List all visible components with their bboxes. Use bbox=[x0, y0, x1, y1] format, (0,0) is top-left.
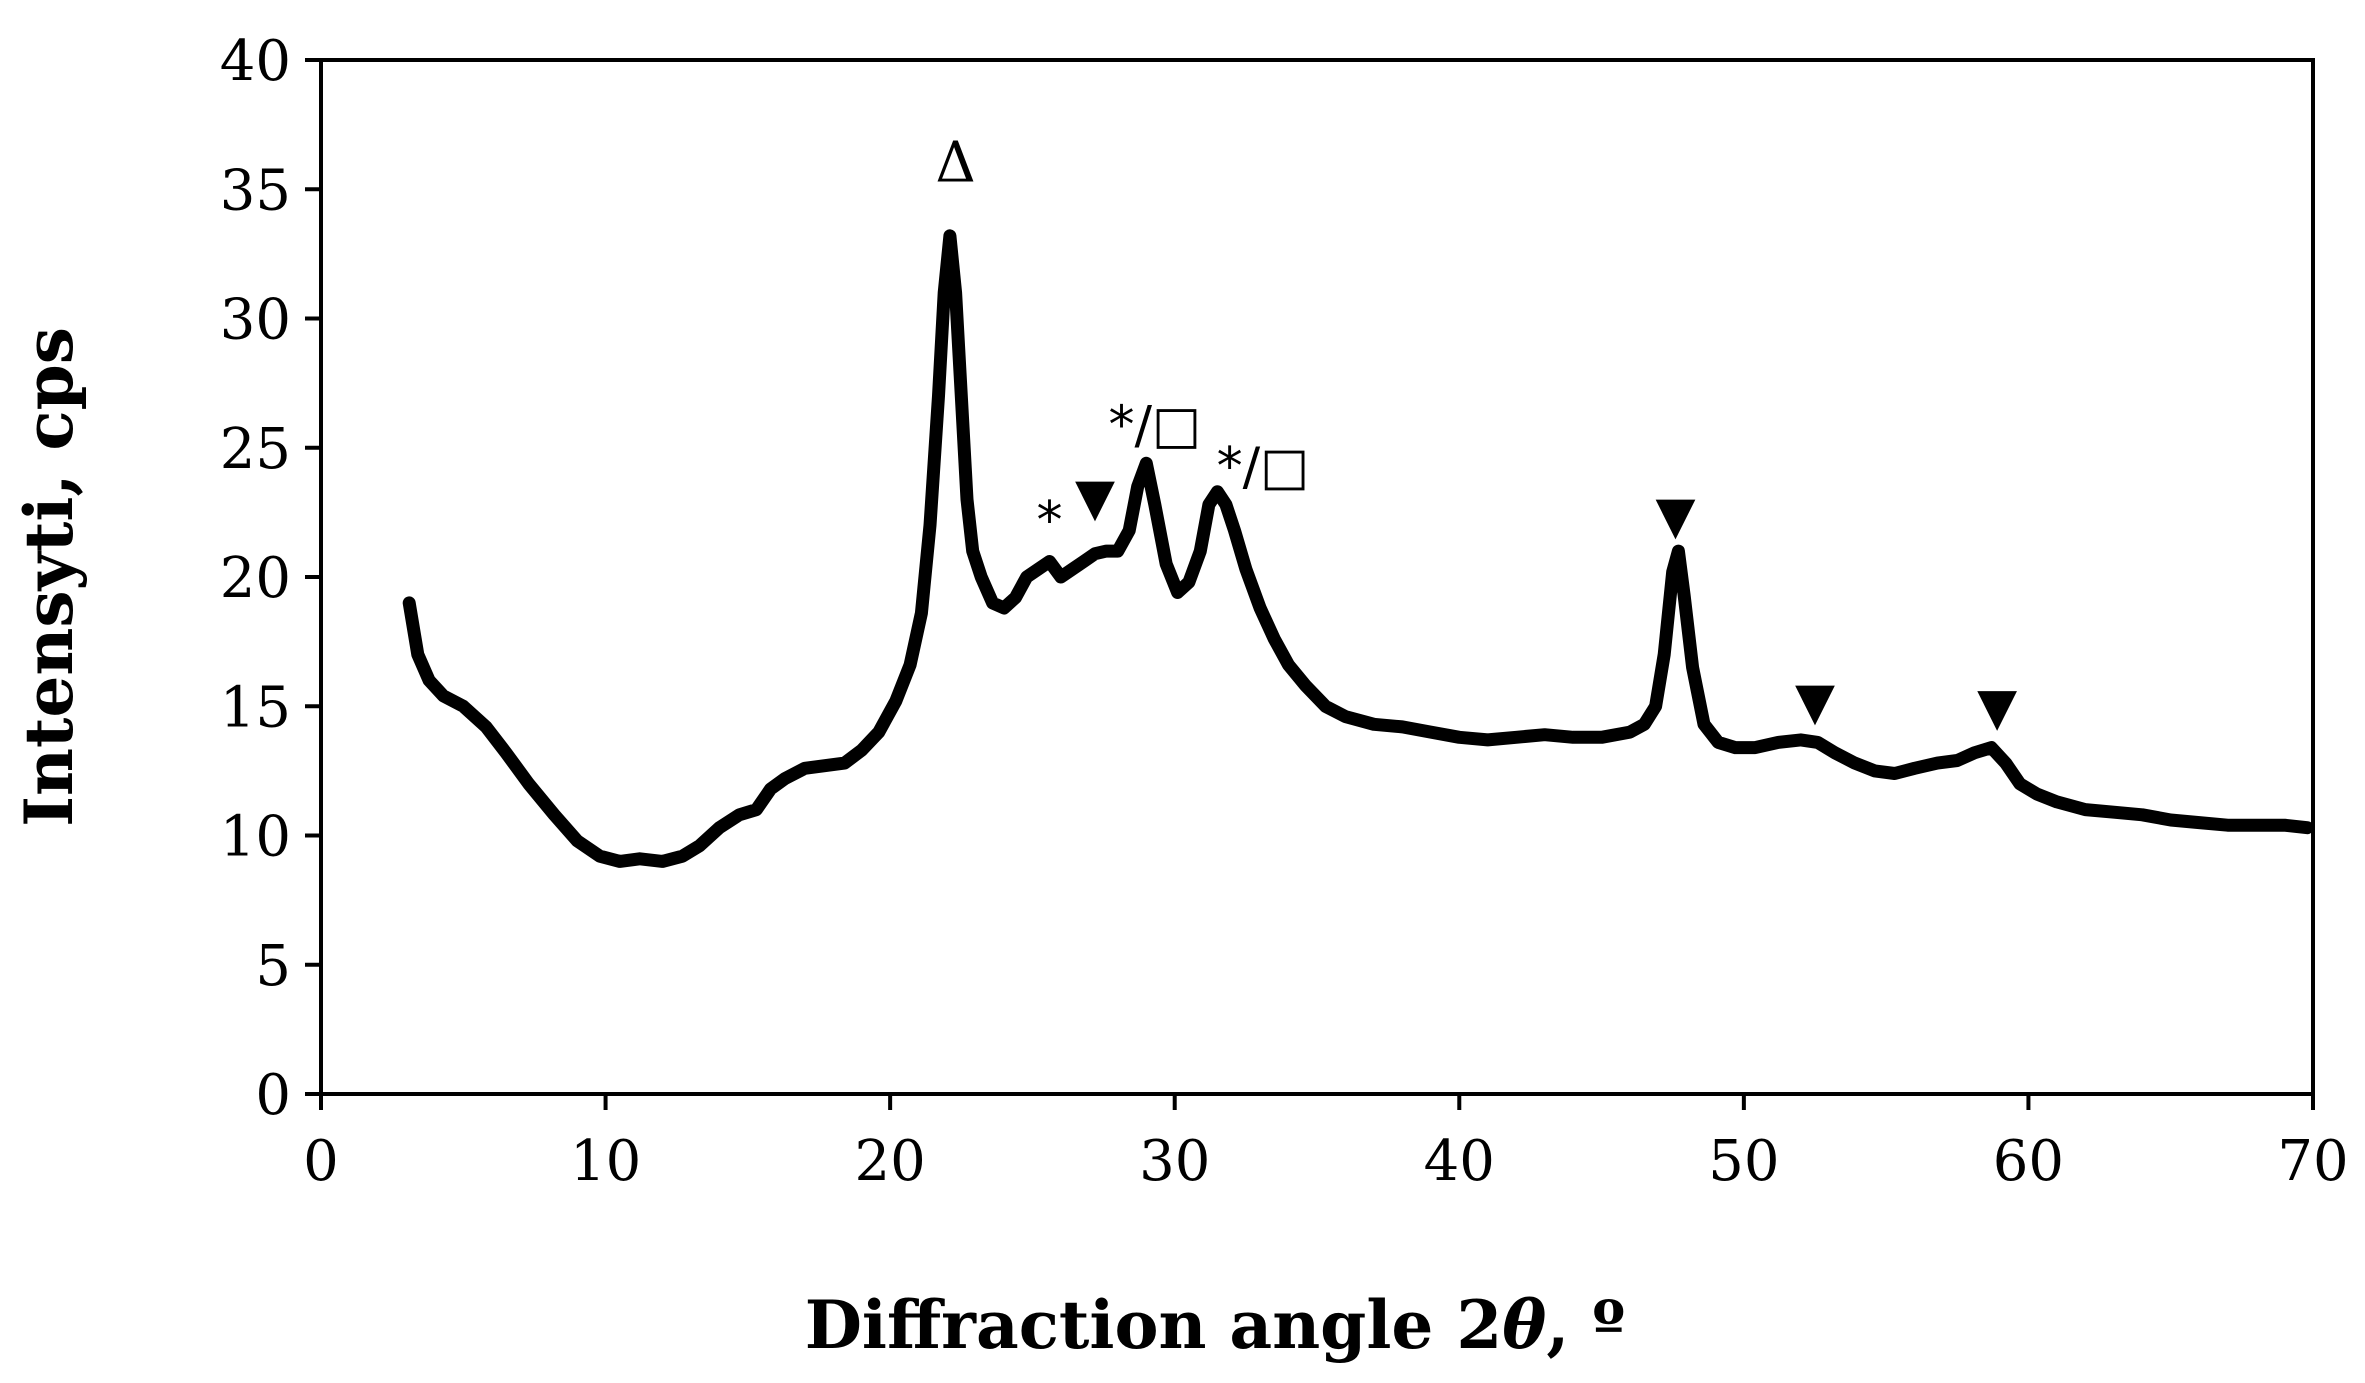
plot-area bbox=[319, 58, 2315, 1096]
y-tick-label: 30 bbox=[220, 288, 291, 353]
x-tick-label: 70 bbox=[2277, 1129, 2348, 1194]
x-tick-label: 10 bbox=[570, 1129, 641, 1194]
y-tick-label: 40 bbox=[220, 29, 291, 94]
y-axis-title: Intensyti, cps bbox=[10, 327, 88, 827]
y-axis-title-main: Intensyti bbox=[10, 497, 88, 827]
peak-marker: */□ bbox=[1108, 396, 1201, 456]
x-axis-title: Diffraction angle 2θ, º bbox=[805, 1286, 1626, 1364]
x-tick-label: 20 bbox=[855, 1129, 926, 1194]
peak-marker: ▼ bbox=[1656, 486, 1696, 546]
x-axis-title-theta: θ bbox=[1502, 1286, 1546, 1364]
y-tick-label: 0 bbox=[255, 1063, 291, 1128]
x-axis-title-main: Diffraction angle 2 bbox=[805, 1286, 1503, 1364]
y-axis-ticks: 0 5 10 15 20 25 30 35 40 bbox=[220, 29, 321, 1128]
y-tick-label: 10 bbox=[220, 805, 291, 870]
x-axis-ticks: 0 10 20 30 40 50 60 70 bbox=[303, 1094, 2349, 1194]
peak-annotations: Δ* ▼*/□*/□▼▼ ▼ bbox=[935, 130, 2017, 737]
y-tick-label: 25 bbox=[220, 417, 291, 482]
peak-marker: Δ bbox=[935, 130, 975, 195]
peak-marker: ▼ bbox=[1075, 468, 1115, 528]
x-axis-title-suffix: , º bbox=[1546, 1286, 1625, 1364]
plot-frame bbox=[319, 58, 2315, 1096]
peak-marker: ▼ bbox=[1977, 677, 2017, 737]
y-tick-label: 35 bbox=[220, 158, 291, 223]
x-tick-label: 0 bbox=[303, 1129, 339, 1194]
xrd-pattern-line bbox=[402, 229, 2314, 868]
y-tick-label: 20 bbox=[220, 546, 291, 611]
y-axis-title-suffix: , cps bbox=[10, 327, 88, 496]
peak-marker: */□ bbox=[1217, 437, 1310, 497]
x-tick-label: 30 bbox=[1139, 1129, 1210, 1194]
peak-marker: * bbox=[1037, 491, 1063, 551]
series-layer bbox=[402, 229, 2314, 868]
x-tick-label: 60 bbox=[1993, 1129, 2064, 1194]
peak-marker: ▼ bbox=[1795, 672, 1835, 732]
x-tick-label: 50 bbox=[1708, 1129, 1779, 1194]
y-tick-label: 15 bbox=[220, 675, 291, 740]
x-tick-label: 40 bbox=[1424, 1129, 1495, 1194]
y-tick-label: 5 bbox=[255, 934, 291, 999]
